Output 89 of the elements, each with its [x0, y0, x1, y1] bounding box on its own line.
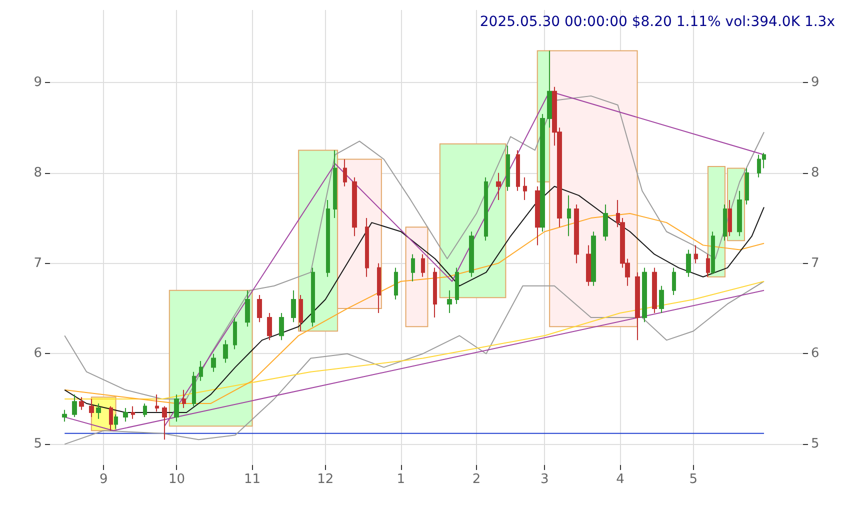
candlestick	[326, 199, 330, 278]
candlestick	[723, 204, 727, 242]
candlestick	[586, 244, 591, 286]
x-tick-label: 12	[317, 472, 334, 487]
candlestick	[469, 231, 474, 278]
candlestick	[394, 267, 398, 300]
candlestick	[155, 394, 159, 412]
candlestick	[547, 50, 552, 128]
candlestick	[635, 272, 640, 341]
candlestick	[174, 394, 179, 422]
candlestick	[162, 406, 167, 440]
candlestick	[711, 231, 715, 275]
candlestick	[192, 371, 196, 407]
candlestick	[343, 158, 347, 187]
candlestick	[706, 254, 710, 278]
candlestick	[455, 267, 459, 304]
candlestick	[114, 414, 118, 430]
candlestick	[143, 402, 147, 418]
candlestick	[233, 317, 237, 350]
candlestick	[535, 186, 540, 246]
candlestick	[728, 199, 732, 237]
candlestick	[686, 249, 691, 278]
candlestick	[267, 312, 272, 341]
candlestick	[506, 145, 510, 192]
candlestick	[123, 408, 128, 422]
candlestick	[333, 150, 337, 219]
candlestick	[737, 190, 742, 237]
candlestick	[96, 402, 101, 420]
x-tick-label: 10	[168, 472, 185, 487]
candlestick	[433, 267, 437, 318]
candlestick	[516, 150, 520, 192]
candlestick	[591, 231, 596, 286]
candlestick	[642, 267, 647, 323]
line-series	[64, 95, 765, 400]
candlestick	[279, 312, 284, 341]
y-tick-label: 5	[34, 436, 42, 452]
candlestick	[311, 267, 315, 328]
candlestick	[672, 267, 676, 296]
y2-tick-label: 9	[811, 74, 820, 90]
candlestick	[659, 285, 664, 314]
candlestick	[245, 290, 250, 328]
candlestick	[257, 294, 262, 323]
y2-tick-label: 7	[811, 256, 820, 271]
candlestick	[411, 254, 415, 282]
x-tick-label: 1	[396, 472, 406, 487]
candlestick	[603, 204, 608, 242]
candlestick	[567, 194, 571, 237]
x-tick-label: 4	[616, 472, 624, 487]
y2-tick-label: 8	[811, 165, 820, 180]
line-series	[64, 280, 765, 400]
y2-tick-label: 5	[811, 436, 820, 452]
y-tick-label: 9	[34, 74, 42, 90]
candlestick	[377, 262, 381, 314]
candlestick	[652, 267, 657, 314]
candlestick	[291, 290, 296, 323]
candlestick	[182, 389, 186, 409]
candlestick	[745, 168, 749, 205]
candlestick	[540, 114, 545, 232]
x-tick-label: 11	[244, 472, 261, 487]
y-tick-label: 7	[34, 256, 42, 271]
x-tick-label: 3	[540, 472, 549, 487]
candlestick	[421, 254, 425, 278]
line-series	[64, 213, 765, 404]
candlestick	[694, 244, 698, 264]
candlestick	[89, 398, 94, 418]
candlestick	[484, 176, 488, 242]
y-tick-label: 8	[34, 165, 42, 180]
candlestick	[211, 353, 216, 372]
candlestick	[447, 290, 452, 314]
candlestick	[574, 204, 579, 264]
candlestick	[72, 394, 77, 418]
candlestick	[199, 360, 203, 382]
candlestick	[365, 218, 369, 278]
chart-title: 2025.05.30 00:00:00 $8.20 1.11% vol:394.0K 1.3x	[480, 14, 836, 30]
candlestick	[223, 340, 228, 364]
candlestick	[131, 406, 135, 420]
candlestick	[496, 172, 501, 200]
candlestick	[62, 409, 67, 422]
y-tick-label: 6	[34, 346, 42, 362]
x-tick-label: 5	[689, 472, 698, 487]
candlestick	[352, 176, 357, 237]
x-tick-label: 9	[99, 472, 108, 487]
candlestick	[109, 406, 113, 432]
candlestick	[79, 396, 84, 410]
candlestick	[523, 176, 527, 200]
x-tick-label: 2	[472, 472, 481, 487]
candlestick	[299, 294, 303, 332]
line-series	[64, 186, 765, 414]
y2-tick-label: 6	[811, 346, 820, 362]
